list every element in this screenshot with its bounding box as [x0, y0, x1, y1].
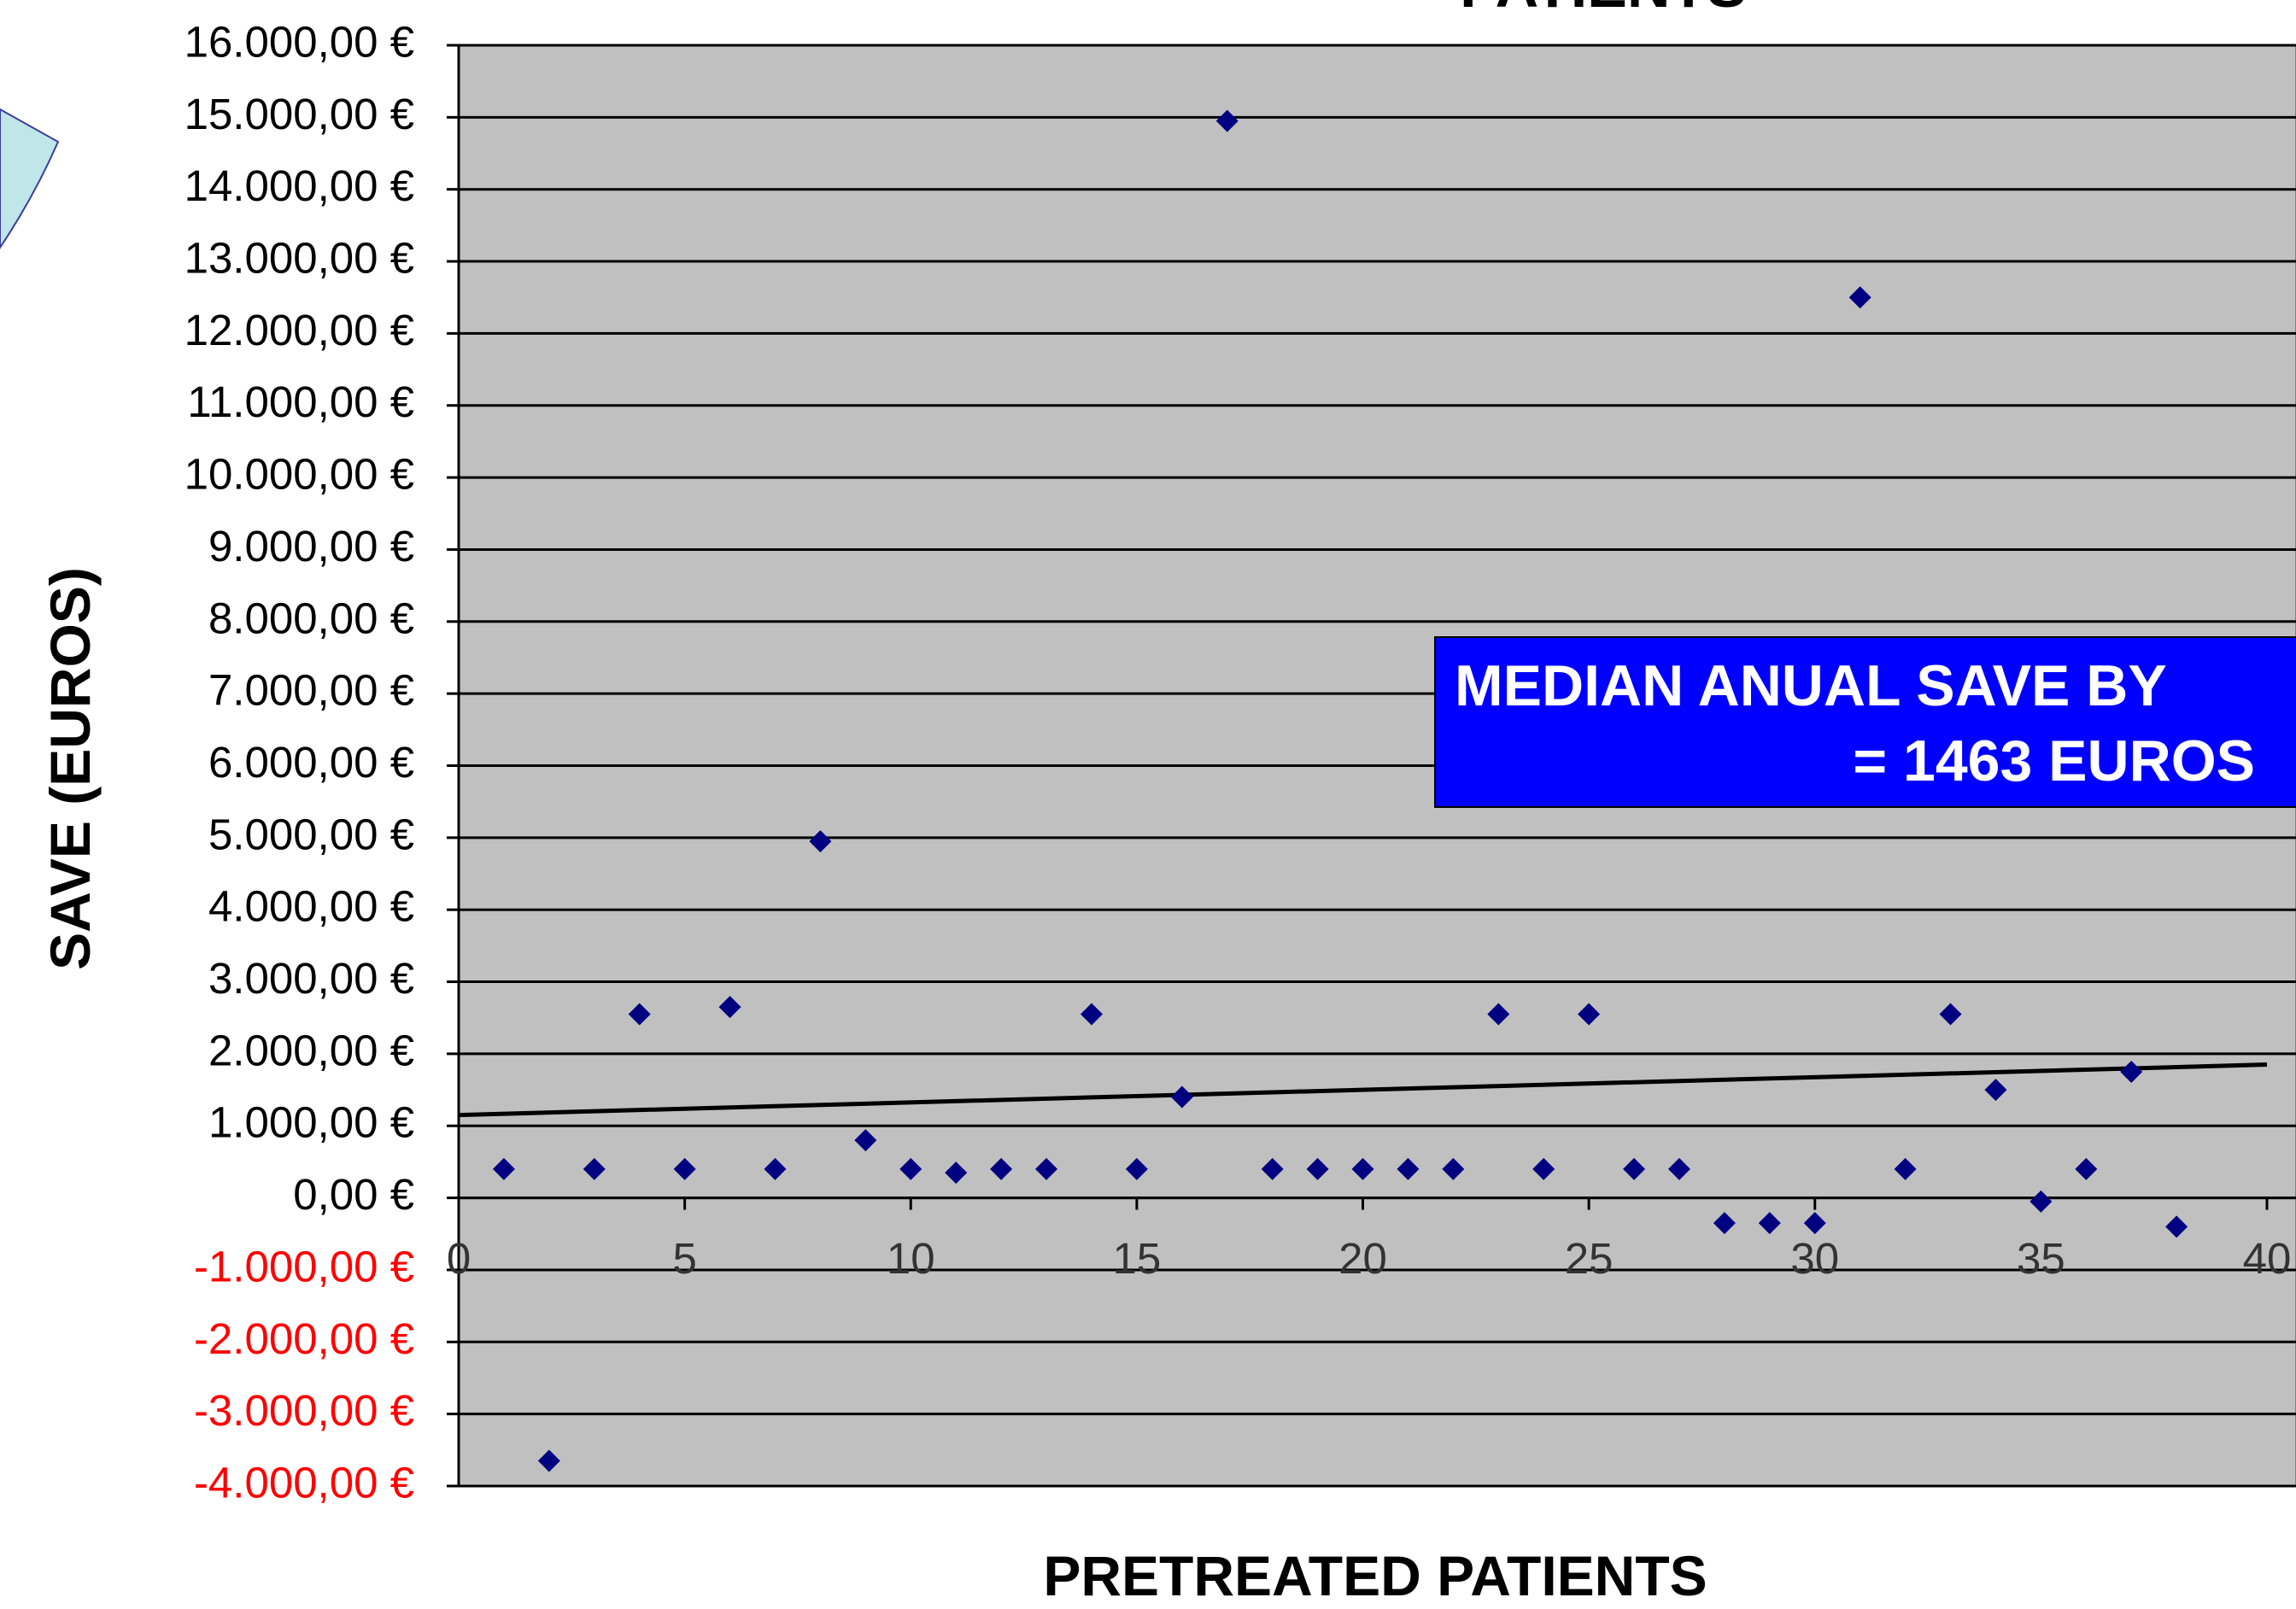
x-tick-label: 25: [1565, 1234, 1614, 1283]
data-point: [1215, 109, 1239, 132]
data-point: [2030, 1190, 2053, 1213]
chart-title: PATIENTS: [1460, 0, 1747, 20]
y-tick-label: 6.000,00 €: [208, 738, 414, 787]
data-point: [1623, 1157, 1646, 1180]
y-tick-label: 0,00 €: [293, 1170, 414, 1219]
data-point: [1848, 286, 1871, 309]
y-tick-label: 9.000,00 €: [208, 522, 414, 570]
data-point: [1306, 1157, 1329, 1180]
x-tick-label: 10: [887, 1234, 935, 1283]
x-axis-title: PRETREATED PATIENTS: [1043, 1544, 1707, 1607]
x-tick-label: 20: [1338, 1234, 1387, 1283]
data-point: [2120, 1060, 2143, 1083]
y-tick-label: 5.000,00 €: [208, 810, 414, 858]
y-tick-label: 16.000,00 €: [184, 17, 414, 66]
y-tick-label: -1.000,00 €: [194, 1242, 414, 1290]
x-tick-label: 40: [2243, 1234, 2292, 1283]
data-point: [1532, 1157, 1555, 1180]
data-point: [854, 1129, 877, 1152]
data-point: [1351, 1157, 1374, 1180]
data-point: [809, 830, 832, 853]
data-point: [1578, 1003, 1601, 1026]
data-point: [1713, 1212, 1736, 1235]
annotation-text: = 1463 EUROS: [1853, 728, 2255, 793]
data-point: [1894, 1157, 1917, 1180]
data-point: [1397, 1157, 1420, 1180]
data-point: [583, 1157, 606, 1180]
data-point: [1035, 1157, 1058, 1180]
trendline: [458, 1062, 2268, 1118]
decorative-shape: [0, 108, 60, 249]
y-tick-label: 2.000,00 €: [208, 1026, 414, 1074]
data-point: [718, 996, 741, 1019]
data-point: [2075, 1157, 2098, 1180]
data-point: [1442, 1157, 1465, 1180]
x-tick-label: 15: [1113, 1234, 1162, 1283]
y-tick-label: -2.000,00 €: [194, 1314, 414, 1363]
data-point: [990, 1157, 1013, 1180]
data-point: [899, 1157, 922, 1180]
y-tick-label: 11.000,00 €: [187, 377, 414, 426]
data-point: [492, 1157, 515, 1180]
y-tick-label: 12.000,00 €: [184, 306, 414, 354]
y-tick-label: 1.000,00 €: [208, 1098, 414, 1147]
data-point: [1758, 1212, 1781, 1235]
x-tick-label: 35: [2017, 1234, 2065, 1283]
data-point: [1487, 1003, 1510, 1026]
data-point: [1125, 1157, 1148, 1180]
y-tick-label: 14.000,00 €: [184, 161, 414, 210]
annotation-text: MEDIAN ANUAL SAVE BY: [1455, 653, 2167, 718]
x-tick-label: 0: [447, 1234, 471, 1283]
y-tick-label: 15.000,00 €: [184, 90, 414, 138]
y-tick-label: -4.000,00 €: [194, 1458, 414, 1507]
data-point: [1667, 1157, 1690, 1180]
y-axis-title: SAVE (EUROS): [38, 567, 102, 970]
data-point: [537, 1449, 560, 1472]
data-point: [2165, 1215, 2188, 1238]
y-tick-label: 7.000,00 €: [208, 666, 414, 715]
data-point: [764, 1157, 787, 1180]
data-point: [673, 1157, 696, 1180]
data-point: [1984, 1079, 2007, 1102]
data-point: [628, 1003, 651, 1026]
data-point: [1261, 1157, 1284, 1180]
data-point: [1170, 1085, 1193, 1109]
x-tick-label: 30: [1790, 1234, 1839, 1283]
y-tick-label: 13.000,00 €: [184, 234, 414, 283]
y-tick-label: -3.000,00 €: [194, 1386, 414, 1435]
data-point: [1080, 1003, 1103, 1026]
annotation-box: [1434, 636, 2296, 808]
data-point: [1803, 1212, 1826, 1235]
data-point: [1939, 1003, 1962, 1026]
data-point: [945, 1161, 968, 1185]
y-tick-label: 10.000,00 €: [184, 450, 414, 499]
y-tick-label: 8.000,00 €: [208, 594, 414, 642]
y-tick-label: 4.000,00 €: [208, 882, 414, 931]
y-tick-label: 3.000,00 €: [208, 954, 414, 1003]
x-tick-label: 5: [672, 1234, 696, 1283]
